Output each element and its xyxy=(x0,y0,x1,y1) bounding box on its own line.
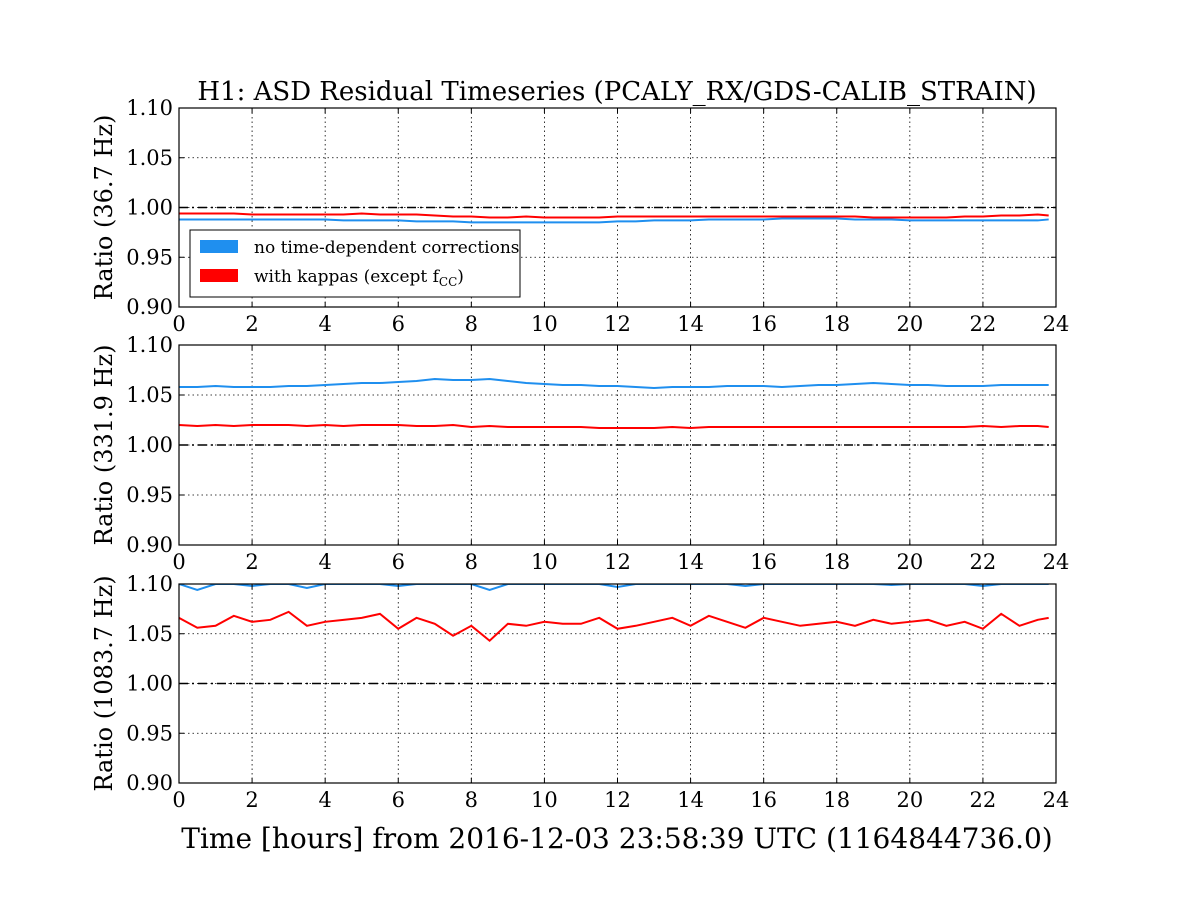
x-tick-label: 0 xyxy=(172,550,185,574)
y-tick-label: 1.10 xyxy=(126,333,173,357)
y-tick-label: 0.95 xyxy=(126,245,173,269)
y-tick-label: 1.05 xyxy=(126,622,173,646)
x-tick-label: 6 xyxy=(392,312,405,336)
x-tick-label: 18 xyxy=(823,550,850,574)
y-axis-label: Ratio (331.9 Hz) xyxy=(90,345,118,546)
x-tick-label: 10 xyxy=(531,550,558,574)
legend: no time-dependent corrections with kappas… xyxy=(189,229,521,298)
legend-swatch xyxy=(200,240,238,253)
x-axis-label: Time [hours] from 2016-12-03 23:58:39 UT… xyxy=(181,822,1052,855)
x-tick-label: 14 xyxy=(677,788,704,812)
y-tick-label: 0.95 xyxy=(126,483,173,507)
series-line-with-kappas xyxy=(179,212,1049,219)
series-line-with-kappas xyxy=(179,610,1049,643)
x-tick-label: 0 xyxy=(172,312,185,336)
y-tick-label: 1.10 xyxy=(126,96,173,120)
series-line-with-kappas xyxy=(179,423,1049,430)
x-tick-label: 12 xyxy=(604,788,631,812)
legend-label: with kappas (except fCC) xyxy=(254,267,464,289)
x-tick-label: 4 xyxy=(318,312,331,336)
x-tick-label: 10 xyxy=(531,312,558,336)
y-tick-label: 1.00 xyxy=(126,672,173,696)
x-tick-label: 2 xyxy=(245,312,258,336)
legend-box xyxy=(189,229,521,298)
x-tick-label: 16 xyxy=(750,550,777,574)
x-tick-label: 24 xyxy=(1043,788,1070,812)
y-tick-label: 1.05 xyxy=(126,146,173,170)
x-tick-label: 10 xyxy=(531,788,558,812)
x-tick-label: 4 xyxy=(318,550,331,574)
chart-title: H1: ASD Residual Timeseries (PCALY_RX/GD… xyxy=(197,77,1036,107)
x-tick-label: 20 xyxy=(896,312,923,336)
series-line-no-correction xyxy=(179,377,1049,390)
y-tick-label: 1.10 xyxy=(126,572,173,596)
legend-label: no time-dependent corrections xyxy=(254,238,520,258)
x-tick-label: 2 xyxy=(245,550,258,574)
x-tick-label: 6 xyxy=(392,788,405,812)
x-tick-label: 16 xyxy=(750,788,777,812)
x-tick-label: 24 xyxy=(1043,312,1070,336)
y-tick-label: 1.00 xyxy=(126,433,173,457)
y-tick-label: 0.90 xyxy=(126,295,173,319)
x-tick-label: 0 xyxy=(172,788,185,812)
y-tick-label: 1.00 xyxy=(126,196,173,220)
panel-2: 0 2 4 6 8 10 12 14 16 18 20 22 240.900.951.001.051.1… xyxy=(90,333,1069,574)
y-tick-label: 1.05 xyxy=(126,383,173,407)
series-line-no-correction xyxy=(179,217,1049,224)
x-tick-label: 12 xyxy=(604,312,631,336)
x-tick-label: 8 xyxy=(465,788,478,812)
x-tick-label: 20 xyxy=(896,788,923,812)
y-tick-label: 0.90 xyxy=(126,771,173,795)
y-axis-label: Ratio (1083.7 Hz) xyxy=(90,575,118,791)
x-tick-label: 16 xyxy=(750,312,777,336)
x-tick-label: 6 xyxy=(392,550,405,574)
panels-container: 0 2 4 6 8 10 12 14 16 18 20 22 240.900.951.001.051.1… xyxy=(90,96,1069,812)
x-tick-label: 20 xyxy=(896,550,923,574)
x-tick-label: 4 xyxy=(318,788,331,812)
x-tick-label: 18 xyxy=(823,788,850,812)
x-tick-label: 2 xyxy=(245,788,258,812)
x-tick-label: 14 xyxy=(677,312,704,336)
panel-3: 0 2 4 6 8 10 12 14 16 18 20 22 240.900.951.001.051.1… xyxy=(90,572,1069,812)
y-tick-label: 0.95 xyxy=(126,721,173,745)
x-tick-label: 22 xyxy=(970,550,997,574)
y-tick-label: 0.90 xyxy=(126,533,173,557)
x-tick-label: 12 xyxy=(604,550,631,574)
x-tick-label: 8 xyxy=(465,312,478,336)
x-tick-label: 22 xyxy=(970,788,997,812)
x-tick-label: 22 xyxy=(970,312,997,336)
y-axis-label: Ratio (36.7 Hz) xyxy=(90,115,118,301)
x-tick-label: 8 xyxy=(465,550,478,574)
panel-1: 0 2 4 6 8 10 12 14 16 18 20 22 240.900.951.001.051.1… xyxy=(90,96,1069,336)
x-tick-label: 24 xyxy=(1043,550,1070,574)
x-tick-label: 18 xyxy=(823,312,850,336)
x-tick-label: 14 xyxy=(677,550,704,574)
legend-swatch xyxy=(200,269,238,282)
